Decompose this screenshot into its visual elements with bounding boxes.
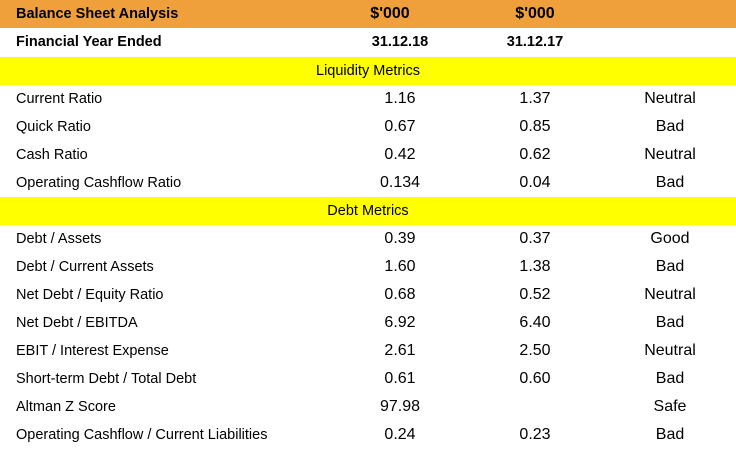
value-2017: 0.62 (519, 146, 551, 163)
value-2018: 1.16 (384, 90, 416, 107)
table-title: Balance Sheet Analysis (16, 6, 179, 22)
value-2018: 1.60 (384, 258, 416, 275)
metric-label: Operating Cashflow / Current Liabilities (16, 427, 268, 443)
value-2017: 2.50 (519, 342, 551, 359)
table-row: Operating Cashflow / Current Liabilities… (0, 421, 736, 449)
value-2017: 0.23 (519, 426, 551, 443)
table-row: Altman Z Score 97.98 Safe (0, 393, 736, 421)
table-row: Current Ratio 1.16 1.37 Neutral (0, 85, 736, 113)
metric-label: Quick Ratio (16, 119, 91, 135)
table-row: Cash Ratio 0.42 0.62 Neutral (0, 141, 736, 169)
status: Bad (655, 426, 685, 443)
status: Bad (655, 314, 685, 331)
metric-label: Short-term Debt / Total Debt (16, 371, 197, 387)
metric-label: Net Debt / Equity Ratio (16, 287, 164, 303)
section-debt: Debt Metrics (0, 197, 736, 225)
header-row: Balance Sheet Analysis $'000 $'000 (0, 0, 736, 28)
value-2018: 0.61 (384, 370, 416, 387)
status: Safe (653, 398, 687, 415)
metric-label: Debt / Assets (16, 231, 102, 247)
value-2018: 0.39 (384, 230, 416, 247)
value-2017: 0.52 (519, 286, 551, 303)
value-2017: 1.38 (519, 258, 551, 275)
metric-label: Current Ratio (16, 91, 103, 107)
value-2018: 0.42 (384, 146, 416, 163)
year-2018: 31.12.18 (371, 34, 429, 50)
metric-label: EBIT / Interest Expense (16, 343, 169, 359)
table-row: Operating Cashflow Ratio 0.134 0.04 Bad (0, 169, 736, 197)
header-col-2018: $'000 (370, 5, 410, 22)
value-2018: 0.67 (384, 118, 416, 135)
status: Bad (655, 258, 685, 275)
status: Neutral (644, 90, 696, 107)
table-row: Short-term Debt / Total Debt 0.61 0.60 B… (0, 365, 736, 393)
subheader-row: Financial Year Ended 31.12.18 31.12.17 (0, 28, 736, 56)
value-2018: 6.92 (384, 314, 416, 331)
value-2018: 0.134 (379, 174, 421, 191)
status: Neutral (644, 146, 696, 163)
value-2017 (465, 393, 605, 421)
metric-label: Net Debt / EBITDA (16, 315, 138, 331)
section-liquidity: Liquidity Metrics (0, 57, 736, 85)
status: Good (650, 230, 690, 247)
year-ended-label: Financial Year Ended (16, 34, 162, 50)
year-2017: 31.12.17 (506, 34, 564, 50)
status: Neutral (644, 342, 696, 359)
value-2017: 0.04 (519, 174, 551, 191)
value-2018: 0.24 (384, 426, 416, 443)
table-row: Quick Ratio 0.67 0.85 Bad (0, 113, 736, 141)
metric-label: Altman Z Score (16, 399, 116, 415)
value-2017: 0.37 (519, 230, 551, 247)
value-2017: 0.85 (519, 118, 551, 135)
metric-label: Cash Ratio (16, 147, 88, 163)
section-title: Liquidity Metrics (316, 63, 420, 79)
value-2018: 97.98 (379, 398, 421, 415)
section-title: Debt Metrics (327, 203, 409, 219)
metric-label: Operating Cashflow Ratio (16, 175, 182, 191)
status: Bad (655, 370, 685, 387)
header-col-2017: $'000 (515, 5, 555, 22)
metric-label: Debt / Current Assets (16, 259, 154, 275)
status: Neutral (644, 286, 696, 303)
status: Bad (655, 174, 685, 191)
status: Bad (655, 118, 685, 135)
value-2018: 0.68 (384, 286, 416, 303)
table-row: Net Debt / Equity Ratio 0.68 0.52 Neutra… (0, 281, 736, 309)
table-row: Debt / Current Assets 1.60 1.38 Bad (0, 253, 736, 281)
value-2018: 2.61 (384, 342, 416, 359)
table-row: Net Debt / EBITDA 6.92 6.40 Bad (0, 309, 736, 337)
value-2017: 1.37 (519, 90, 551, 107)
table-row: EBIT / Interest Expense 2.61 2.50 Neutra… (0, 337, 736, 365)
table-row: Debt / Assets 0.39 0.37 Good (0, 225, 736, 253)
value-2017: 0.60 (519, 370, 551, 387)
value-2017: 6.40 (519, 314, 551, 331)
